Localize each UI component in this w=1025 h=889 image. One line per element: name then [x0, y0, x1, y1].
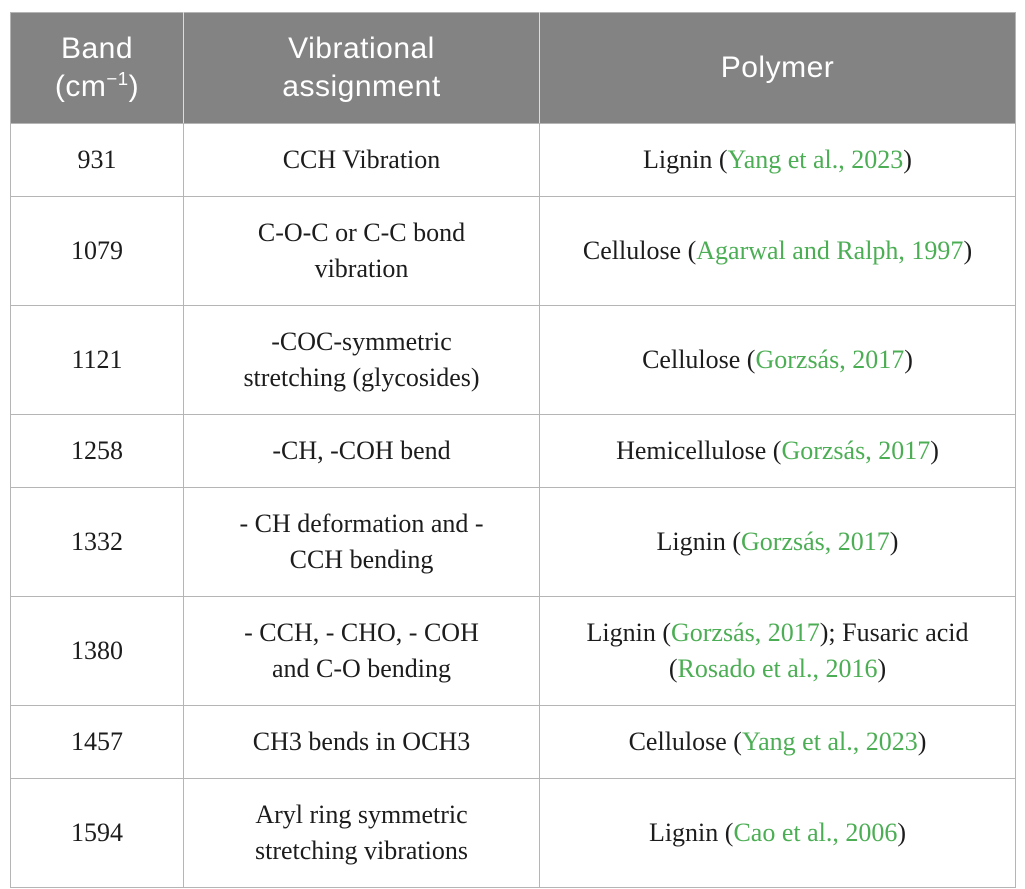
spectral-bands-table: Band (cm−1) Vibrational assignment Polym…: [10, 12, 1016, 888]
band-cell: 1457: [10, 705, 184, 779]
polymer-text: ): [930, 436, 939, 465]
band-cell: 1079: [10, 196, 184, 306]
polymer-text: ): [904, 345, 913, 374]
assignment-cell: -COC-symmetric stretching (glycosides): [183, 305, 540, 415]
polymer-text: ): [877, 654, 887, 683]
citation-link[interactable]: Agarwal and Ralph, 1997: [696, 236, 964, 265]
assignment-cell: -CH, -COH bend: [183, 414, 540, 488]
band-cell: 931: [10, 123, 184, 197]
band-cell: 1380: [10, 596, 184, 706]
band-cell: 1258: [10, 414, 184, 488]
band-unit-superscript: −1: [106, 68, 129, 89]
polymer-text: ); Fusaric acid: [819, 618, 969, 647]
polymer-text: Cellulose (: [582, 236, 697, 265]
assignment-cell: Aryl ring symmetric stretching vibrations: [183, 778, 540, 888]
polymer-cell: Cellulose (Yang et al., 2023): [539, 705, 1016, 779]
band-header-label: Band: [60, 32, 134, 65]
citation-link[interactable]: Gorzsás, 2017: [781, 436, 931, 465]
polymer-cell: Cellulose (Gorzsás, 2017): [539, 305, 1016, 415]
table-row: 1332- CH deformation and - CCH bending Lig…: [10, 487, 1016, 597]
polymer-text: ): [903, 145, 912, 174]
polymer-cell: Lignin (Cao et al., 2006): [539, 778, 1016, 888]
polymer-text: ): [889, 527, 899, 556]
assignment-header-line1: Vibrational: [288, 32, 435, 65]
citation-link[interactable]: Rosado et al., 2016: [677, 654, 878, 683]
col-header-assignment: Vibrational assignment: [183, 12, 540, 124]
table-row: 1121 -COC-symmetric stretching (glycosides…: [10, 305, 1016, 415]
table-row: 1079 C-O-C or C-C bond vibration Cellulose …: [10, 196, 1016, 306]
polymer-text: Hemicellulose (: [616, 436, 782, 465]
citation-link[interactable]: Gorzsás, 2017: [741, 527, 890, 556]
citation-link[interactable]: Gorzsás, 2017: [671, 618, 820, 647]
polymer-text: (: [668, 654, 678, 683]
table-row: 931 CCH Vibration Lignin (Yang et al., 202…: [10, 123, 1016, 197]
polymer-text: Lignin (: [643, 145, 728, 174]
polymer-text: Lignin (: [586, 618, 672, 647]
citation-link[interactable]: Cao et al., 2006: [733, 818, 898, 847]
col-header-band: Band (cm−1): [10, 12, 184, 124]
polymer-text: ): [917, 727, 927, 756]
table-body: 931 CCH Vibration Lignin (Yang et al., 202…: [10, 123, 1016, 888]
table-row: 1594 Aryl ring symmetric stretching vibrat…: [10, 778, 1016, 888]
polymer-text: Cellulose (: [628, 727, 742, 756]
assignment-cell: CH3 bends in OCH3: [183, 705, 540, 779]
table-row: 1380- CCH, - CHO, - COH and C-O bending Li…: [10, 596, 1016, 706]
polymer-cell: Hemicellulose (Gorzsás, 2017): [539, 414, 1016, 488]
band-cell: 1594: [10, 778, 184, 888]
col-header-polymer: Polymer: [539, 12, 1016, 124]
band-cell: 1121: [10, 305, 184, 415]
table-header: Band (cm−1) Vibrational assignment Polym…: [10, 12, 1016, 124]
polymer-cell: Lignin (Gorzsás, 2017); Fusaric acid (Ros…: [539, 596, 1016, 706]
polymer-text: Lignin (: [648, 818, 734, 847]
polymer-text: Cellulose (: [642, 345, 756, 374]
polymer-text: ): [963, 236, 973, 265]
citation-link[interactable]: Yang et al., 2023: [727, 145, 904, 174]
polymer-text: Lignin (: [656, 527, 742, 556]
band-header-unit: (cm−1): [54, 68, 140, 103]
polymer-cell: Lignin (Gorzsás, 2017): [539, 487, 1016, 597]
citation-link[interactable]: Yang et al., 2023: [741, 727, 918, 756]
assignment-header-line2: assignment: [282, 70, 441, 103]
header-row: Band (cm−1) Vibrational assignment Polym…: [10, 12, 1016, 124]
assignment-cell: - CCH, - CHO, - COH and C-O bending: [183, 596, 540, 706]
citation-link[interactable]: Gorzsás, 2017: [755, 345, 905, 374]
table-row: 1258 -CH, -COH bend Hemicellulose (Gorzsás…: [10, 414, 1016, 488]
assignment-cell: C-O-C or C-C bond vibration: [183, 196, 540, 306]
assignment-cell: CCH Vibration: [183, 123, 540, 197]
assignment-cell: - CH deformation and - CCH bending: [183, 487, 540, 597]
band-cell: 1332: [10, 487, 184, 597]
polymer-cell: Cellulose (Agarwal and Ralph, 1997): [539, 196, 1016, 306]
polymer-cell: Lignin (Yang et al., 2023): [539, 123, 1016, 197]
polymer-text: ): [897, 818, 907, 847]
table-row: 1457 CH3 bends in OCH3 Cellulose (Yang et …: [10, 705, 1016, 779]
